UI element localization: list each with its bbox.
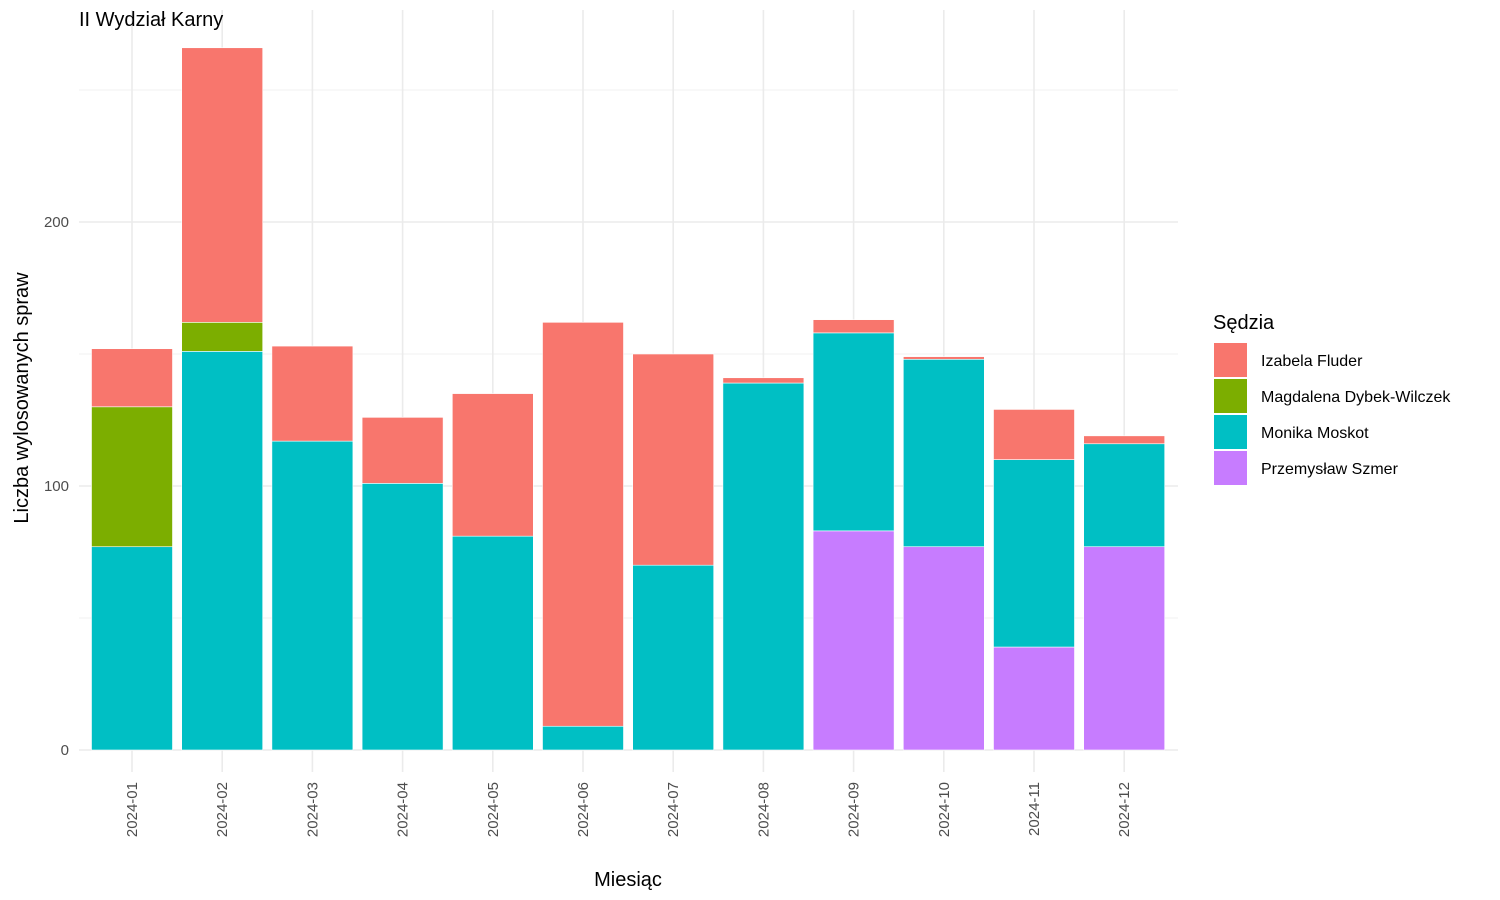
- bar-segment: [722, 377, 805, 384]
- x-tick-label: 2024-11: [1026, 782, 1043, 836]
- bar-segment: [812, 319, 895, 334]
- bar-segment: [812, 530, 895, 751]
- bar-segment: [542, 725, 624, 751]
- bar-segment: [812, 332, 895, 532]
- x-tick-label: 2024-01: [124, 782, 141, 837]
- x-tick-label: 2024-09: [846, 782, 863, 837]
- bar-segment: [993, 459, 1075, 648]
- bar-segment: [451, 535, 534, 751]
- bar-segment: [542, 322, 624, 727]
- legend-title: Sędzia: [1213, 312, 1275, 334]
- legend-label: Izabela Fluder: [1261, 353, 1363, 370]
- y-axis-ticks: 0 100 200: [44, 214, 69, 759]
- bar-segment: [91, 546, 173, 751]
- bar-segment: [902, 356, 985, 360]
- y-axis-title: Liczba wylosowanych spraw: [11, 272, 33, 524]
- bar-segment: [271, 440, 354, 751]
- bar-segment: [361, 417, 444, 484]
- bar-segment: [1083, 546, 1165, 751]
- legend-swatch: [1214, 451, 1247, 485]
- legend-swatch: [1214, 343, 1247, 377]
- legend-swatch: [1214, 415, 1247, 449]
- y-tick-label: 100: [44, 478, 69, 495]
- legend-label: Monika Moskot: [1261, 425, 1369, 442]
- x-tick-label: 2024-06: [575, 782, 592, 837]
- y-tick-label: 0: [61, 742, 69, 759]
- bar-segment: [722, 382, 805, 751]
- y-tick-label: 200: [44, 214, 69, 231]
- bar-segment: [1083, 435, 1165, 445]
- bar-segment: [902, 358, 985, 548]
- bar-segment: [361, 483, 444, 751]
- bar-segment: [91, 348, 173, 408]
- bar-segment: [902, 546, 985, 751]
- x-tick-label: 2024-05: [485, 782, 502, 837]
- bar-segment: [993, 409, 1075, 460]
- bar-segment: [181, 351, 263, 751]
- x-tick-label: 2024-04: [395, 782, 412, 837]
- legend-swatch: [1214, 379, 1247, 413]
- bars-layer: [91, 47, 1165, 751]
- bar-segment: [993, 646, 1075, 751]
- chart-title: II Wydział Karny: [79, 9, 223, 31]
- bar-segment: [91, 406, 173, 548]
- bar-segment: [271, 345, 354, 442]
- x-tick-label: 2024-07: [665, 782, 682, 837]
- bar-segment: [632, 564, 715, 751]
- bar-segment: [181, 322, 263, 352]
- bar-segment: [1083, 443, 1165, 548]
- legend-label: Magdalena Dybek-Wilczek: [1261, 389, 1451, 406]
- x-tick-label: 2024-02: [214, 782, 231, 837]
- x-axis-title: Miesiąc: [594, 869, 662, 891]
- x-tick-label: 2024-08: [755, 782, 772, 837]
- bar-segment: [451, 393, 534, 537]
- bar-segment: [632, 353, 715, 566]
- x-tick-label: 2024-03: [304, 782, 321, 837]
- x-tick-label: 2024-12: [1116, 782, 1133, 837]
- legend: Sędzia Izabela Fluder Magdalena Dybek-Wil…: [1213, 312, 1451, 485]
- bar-segment: [181, 47, 263, 323]
- x-axis-ticks: 2024-01 2024-02 2024-03 2024-04 2024-05 2024-…: [124, 782, 1133, 837]
- legend-label: Przemysław Szmer: [1261, 461, 1399, 478]
- x-tick-label: 2024-10: [936, 782, 953, 837]
